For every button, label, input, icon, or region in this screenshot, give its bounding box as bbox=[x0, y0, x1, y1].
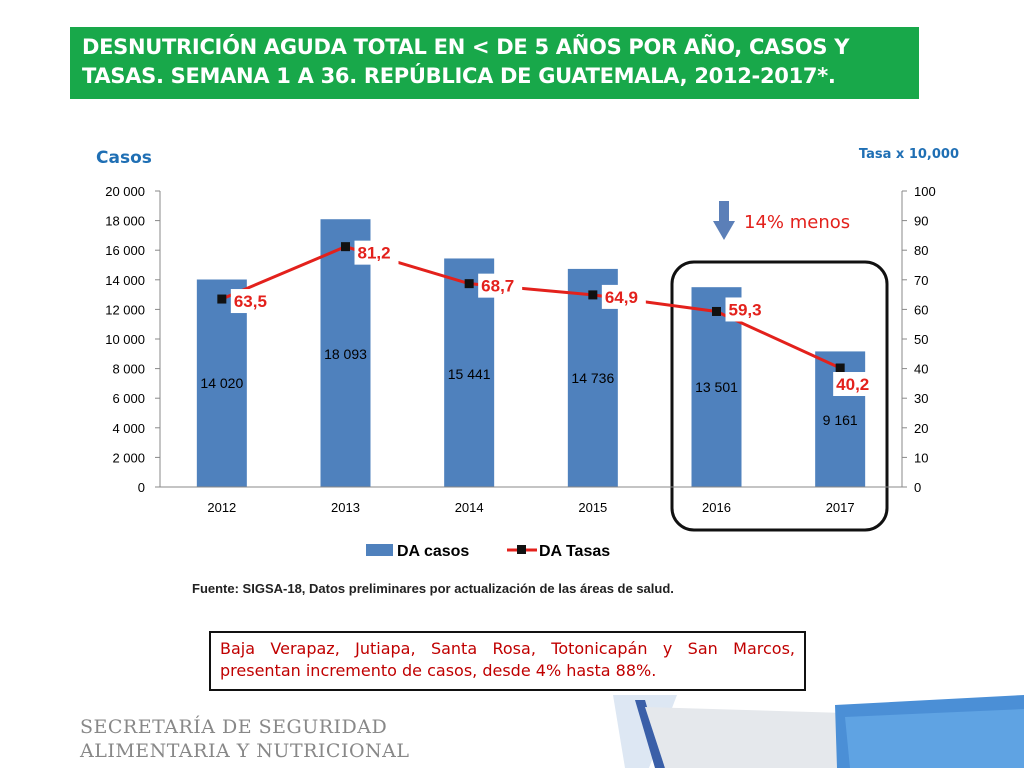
right-tick-label: 20 bbox=[914, 421, 928, 436]
line-label-bg bbox=[725, 297, 770, 322]
chart: Casos Tasa x 10,000 14 020 18 093 15 441 14… bbox=[96, 147, 959, 560]
bar-label-2014: 15 441 bbox=[448, 366, 491, 382]
line-label-bg bbox=[230, 289, 275, 314]
x-tick-label: 2016 bbox=[702, 500, 731, 515]
line-label-2012: 63,5 bbox=[234, 292, 267, 311]
line-label-bg bbox=[833, 372, 878, 397]
line-marker-2013 bbox=[341, 242, 350, 252]
line-label-2013: 81,2 bbox=[358, 244, 391, 263]
slide-title: DESNUTRICIÓN AGUDA TOTAL EN < DE 5 AÑOS … bbox=[70, 27, 919, 99]
down-arrow-icon bbox=[713, 201, 735, 240]
left-axis-title: Casos bbox=[96, 148, 152, 168]
line-label-2016: 59,3 bbox=[729, 300, 762, 319]
line-marker-2017 bbox=[835, 363, 845, 373]
right-tick-label: 0 bbox=[914, 480, 921, 495]
left-tick-label: 2 000 bbox=[112, 450, 145, 465]
line-label-2017: 40,2 bbox=[836, 375, 869, 394]
right-tick-label: 40 bbox=[914, 362, 928, 377]
footer-line-1: SECRETARÍA DE SEGURIDAD bbox=[80, 716, 388, 738]
x-tick-label: 2012 bbox=[207, 500, 236, 515]
right-tick-label: 50 bbox=[914, 332, 928, 347]
bar-label-2013: 18 093 bbox=[324, 346, 367, 362]
annotation-14-menos: 14% menos bbox=[744, 212, 850, 233]
highlight-note: Baja Verapaz, Jutiapa, Santa Rosa, Toton… bbox=[209, 631, 806, 691]
x-tick-label: 2014 bbox=[455, 500, 484, 515]
line-marker-2016 bbox=[712, 306, 721, 316]
right-tick-label: 60 bbox=[914, 302, 928, 317]
right-tick-label: 100 bbox=[914, 184, 936, 199]
footer-line-2: ALIMENTARIA Y NUTRICIONAL bbox=[80, 740, 410, 762]
line-marker-2012 bbox=[217, 294, 227, 304]
left-tick-label: 10 000 bbox=[105, 332, 145, 347]
left-tick-label: 20 000 bbox=[105, 184, 145, 199]
bar-label-2016: 13 501 bbox=[695, 379, 738, 395]
right-tick-label: 30 bbox=[914, 391, 928, 406]
x-tick-label: 2015 bbox=[578, 500, 607, 515]
bar-label-2015: 14 736 bbox=[571, 370, 614, 386]
line-label-2015: 64,9 bbox=[605, 288, 638, 307]
legend-label-da-casos: DA casos bbox=[397, 543, 469, 560]
left-tick-label: 12 000 bbox=[105, 302, 145, 317]
legend-swatch-da-casos bbox=[366, 544, 393, 556]
left-tick-label: 18 000 bbox=[105, 214, 145, 229]
left-tick-label: 16 000 bbox=[105, 243, 145, 258]
guatemala-flag-graphic bbox=[605, 695, 1024, 768]
right-tick-label: 90 bbox=[914, 214, 928, 229]
left-tick-label: 8 000 bbox=[112, 362, 145, 377]
x-tick-label: 2013 bbox=[331, 500, 360, 515]
line-label-bg bbox=[478, 273, 523, 298]
right-axis-title: Tasa x 10,000 bbox=[859, 147, 959, 162]
bar-label-2012: 14 020 bbox=[200, 375, 243, 391]
legend-swatch-da-tasas-marker bbox=[517, 545, 526, 554]
line-label-2014: 68,7 bbox=[481, 277, 514, 296]
right-tick-label: 10 bbox=[914, 450, 928, 465]
right-tick-label: 80 bbox=[914, 243, 928, 258]
left-tick-label: 4 000 bbox=[112, 421, 145, 436]
highlight-box-2016-2017 bbox=[670, 260, 889, 532]
bar-2012 bbox=[196, 279, 247, 487]
line-marker-2015 bbox=[588, 290, 598, 300]
line-label-bg bbox=[354, 240, 399, 265]
footer-logo-text: SECRETARÍA DE SEGURIDAD ALIMENTARIA Y NU… bbox=[80, 715, 410, 763]
source-note: Fuente: SIGSA-18, Datos preliminares por… bbox=[192, 581, 674, 596]
legend-label-da-tasas: DA Tasas bbox=[539, 543, 610, 560]
left-tick-label: 0 bbox=[138, 480, 145, 495]
left-tick-label: 6 000 bbox=[112, 391, 145, 406]
line-label-bg bbox=[601, 284, 646, 309]
bar-label-2017: 9 161 bbox=[823, 412, 858, 428]
right-tick-label: 70 bbox=[914, 273, 928, 288]
x-tick-label: 2017 bbox=[826, 500, 855, 515]
line-marker-2014 bbox=[464, 279, 474, 289]
left-tick-label: 14 000 bbox=[105, 273, 145, 288]
